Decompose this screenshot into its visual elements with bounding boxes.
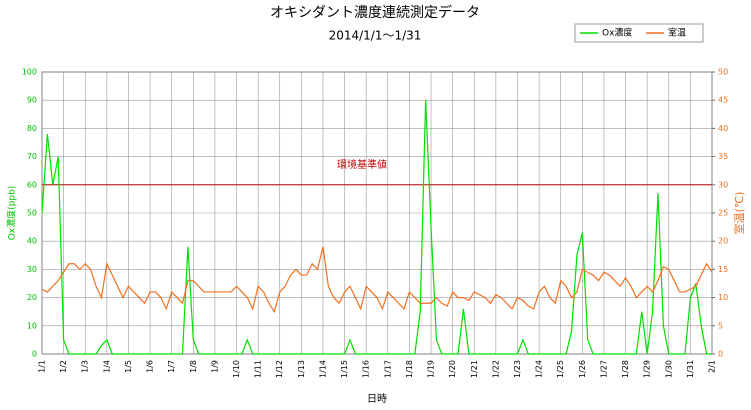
x-tick-label: 1/30 xyxy=(664,360,673,378)
x-tick-label: 1/19 xyxy=(427,360,436,378)
x-tick-label: 1/5 xyxy=(124,360,133,373)
x-tick-label: 1/3 xyxy=(81,360,90,373)
x-tick-label: 1/15 xyxy=(340,360,349,378)
reference-label: 環境基準値 xyxy=(337,158,387,171)
x-tick-label: 1/2 xyxy=(59,360,68,373)
y-tick-label: 80 xyxy=(27,124,37,133)
x-tick-label: 1/12 xyxy=(275,360,284,378)
x-axis-label: 日時 xyxy=(367,393,387,405)
y2-tick-label: 5 xyxy=(718,321,723,330)
y2-tick-label: 50 xyxy=(718,68,728,77)
y-tick-label: 40 xyxy=(27,237,37,246)
legend-label: Ox濃度 xyxy=(602,27,632,39)
y-tick-label: 100 xyxy=(22,68,37,77)
x-tick-label: 1/26 xyxy=(578,360,587,378)
y2-tick-label: 10 xyxy=(718,293,728,302)
chart-subtitle: 2014/1/1～1/31 xyxy=(329,29,422,43)
x-tick-label: 1/25 xyxy=(556,360,565,378)
y-tick-label: 20 xyxy=(27,293,37,302)
y-tick-label: 10 xyxy=(27,321,37,330)
x-tick-label: 1/20 xyxy=(448,360,457,378)
x-tick-label: 1/29 xyxy=(643,360,652,378)
y-axis-label: Ox濃度(ppb) xyxy=(6,186,18,241)
y2-tick-label: 20 xyxy=(718,237,728,246)
x-tick-label: 1/23 xyxy=(513,360,522,378)
x-tick-label: 2/1 xyxy=(708,360,717,373)
x-tick-label: 1/17 xyxy=(383,360,392,378)
x-tick-label: 1/9 xyxy=(210,360,219,373)
y2-tick-label: 35 xyxy=(718,152,728,161)
y-tick-label: 90 xyxy=(27,96,37,105)
x-tick-label: 1/10 xyxy=(232,360,241,378)
x-tick-label: 1/21 xyxy=(470,360,479,378)
x-tick-label: 1/1 xyxy=(38,360,47,373)
y2-axis-label: 室温(℃) xyxy=(732,192,746,235)
x-tick-label: 1/24 xyxy=(535,360,544,378)
x-tick-label: 1/18 xyxy=(405,360,414,378)
y2-tick-label: 25 xyxy=(718,209,728,218)
y-tick-label: 0 xyxy=(32,350,37,359)
y2-tick-label: 30 xyxy=(718,180,728,189)
legend xyxy=(574,23,704,43)
x-tick-label: 1/31 xyxy=(686,360,695,378)
x-tick-label: 1/16 xyxy=(362,360,371,378)
x-tick-label: 1/14 xyxy=(318,360,327,378)
x-tick-label: 1/28 xyxy=(621,360,630,378)
x-tick-label: 1/13 xyxy=(297,360,306,378)
y-tick-label: 30 xyxy=(27,265,37,274)
y2-tick-label: 0 xyxy=(718,350,723,359)
legend-label: 室温 xyxy=(668,27,686,39)
y2-tick-label: 15 xyxy=(718,265,728,274)
series-line xyxy=(41,100,712,355)
x-tick-label: 1/11 xyxy=(254,360,263,378)
y2-tick-label: 45 xyxy=(718,96,728,105)
x-tick-label: 1/6 xyxy=(146,360,155,373)
series-line xyxy=(41,246,713,314)
y-tick-label: 60 xyxy=(27,180,37,189)
x-tick-label: 1/7 xyxy=(167,360,176,373)
y-tick-label: 70 xyxy=(27,152,37,161)
x-tick-label: 1/22 xyxy=(491,360,500,378)
y2-tick-label: 40 xyxy=(718,124,728,133)
x-tick-label: 1/8 xyxy=(189,360,198,373)
chart-title: オキシダント濃度連続測定データ xyxy=(270,4,480,21)
x-tick-label: 1/4 xyxy=(102,360,111,373)
x-tick-label: 1/27 xyxy=(599,360,608,378)
y-tick-label: 50 xyxy=(27,209,37,218)
